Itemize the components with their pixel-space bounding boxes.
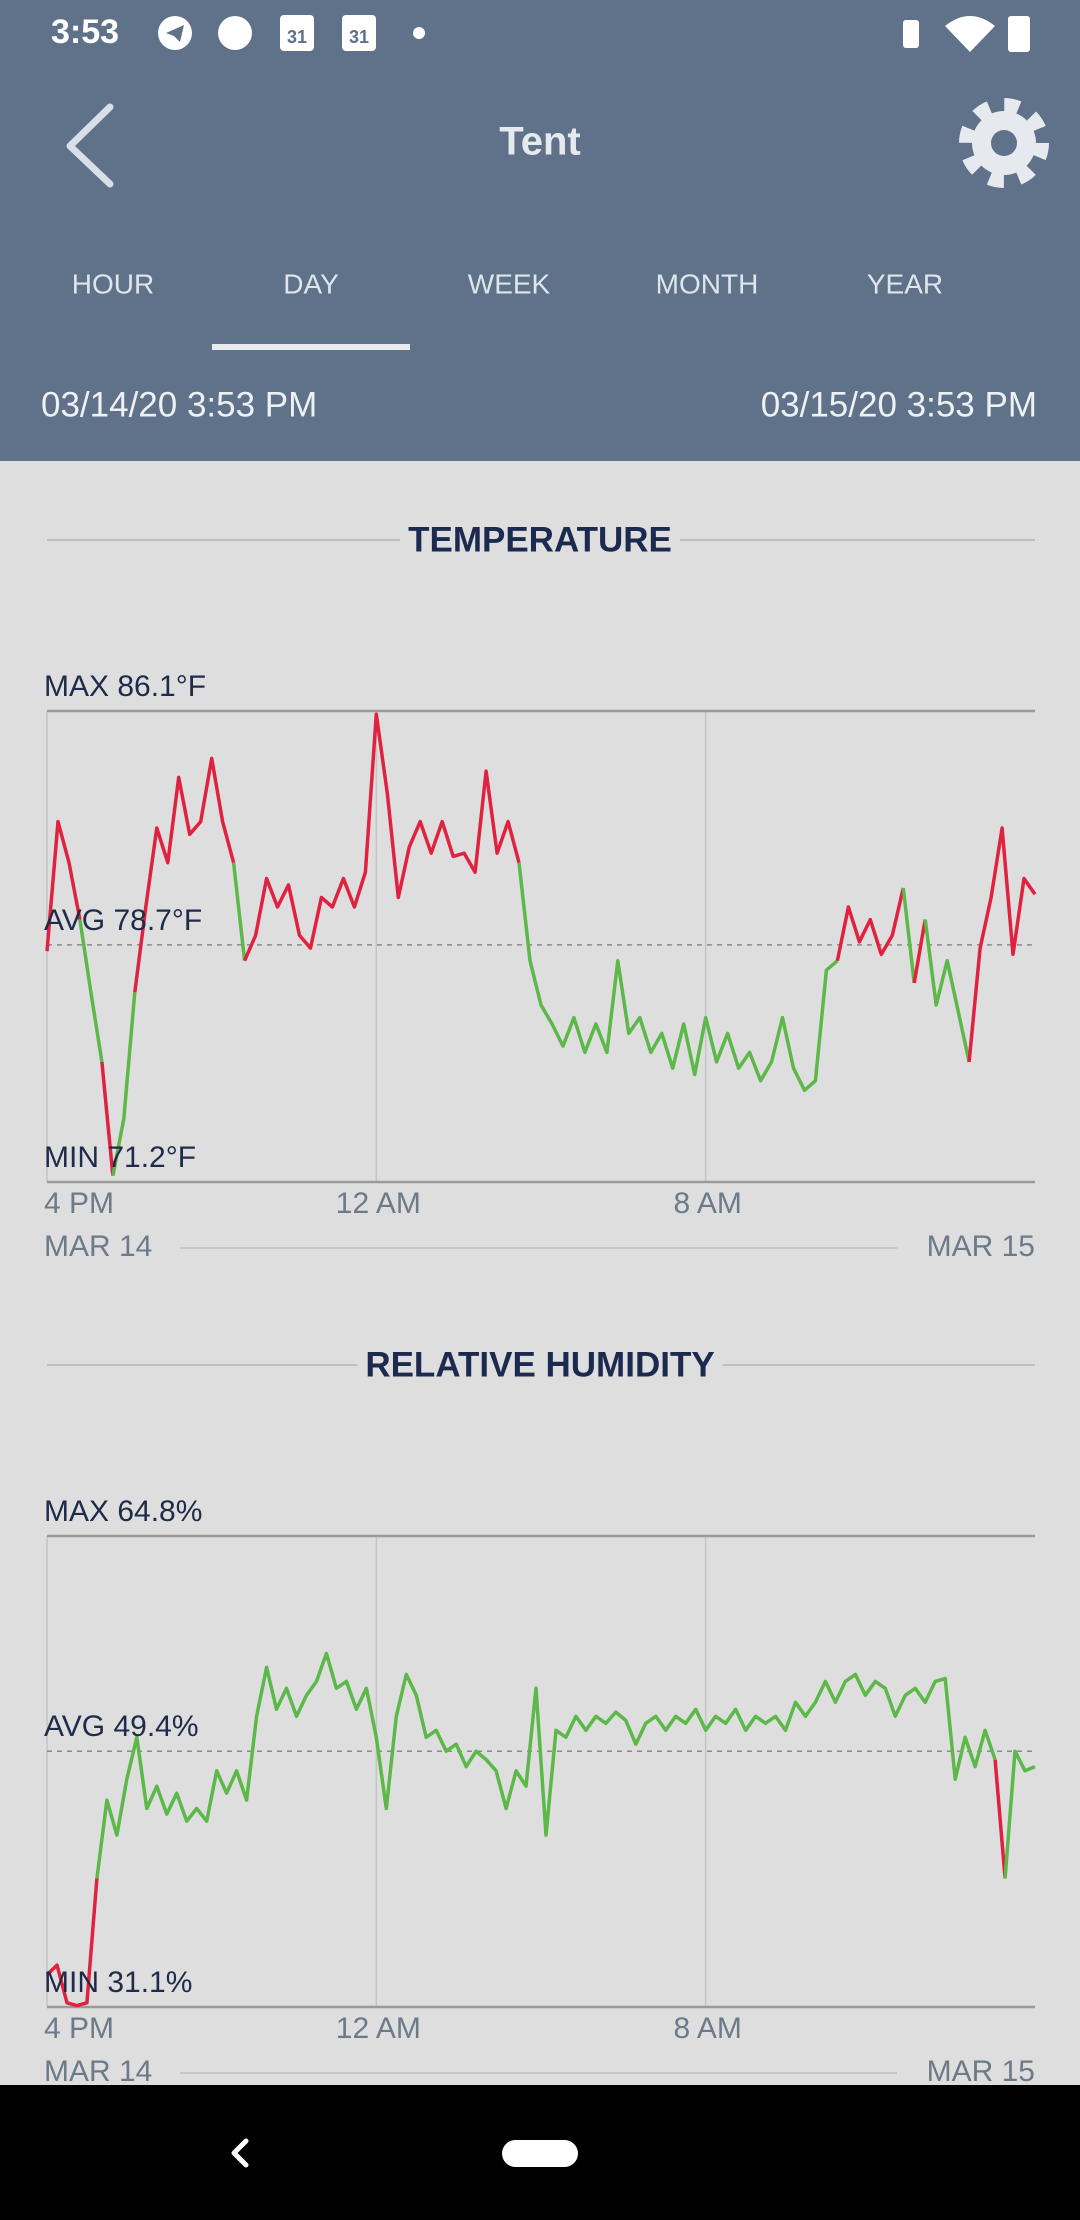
x-tick-label: 8 AM	[673, 2012, 741, 2045]
line-run	[1003, 1749, 1036, 1879]
gear-teeth	[959, 98, 1049, 188]
line-run	[45, 819, 82, 952]
screen-title: Tent	[499, 120, 580, 164]
x-tick-label: 8 AM	[673, 1187, 741, 1220]
vibrate-icon	[903, 20, 919, 48]
date-label: MAR 15	[927, 1230, 1035, 1263]
line-run	[78, 919, 104, 1063]
section-title: RELATIVE HUMIDITY	[365, 1345, 714, 1384]
line-run	[912, 919, 927, 984]
date-label: MAR 14	[44, 1230, 152, 1263]
y-tick-label: MAX 64.8%	[44, 1495, 202, 1528]
section-title: TEMPERATURE	[408, 520, 672, 559]
date-label: MAR 15	[927, 2055, 1035, 2088]
charts: TEMPERATURE MIN 71.2°F AVG 78.7°F MAX 86.1°…	[44, 520, 1037, 2088]
y-tick-label: MAX 86.1°F	[44, 670, 206, 703]
calendar-icon	[342, 15, 376, 51]
tab[interactable]: MONTH	[656, 268, 759, 299]
tab[interactable]: WEEK	[468, 268, 551, 299]
line-run	[111, 992, 137, 1177]
line-run	[95, 1651, 997, 1879]
line-run	[835, 887, 906, 962]
nav-home[interactable]	[502, 2140, 578, 2167]
nav-back[interactable]	[231, 2138, 249, 2168]
tab[interactable]: HOUR	[72, 268, 154, 299]
line-run	[517, 862, 839, 1093]
header-bg	[0, 0, 1080, 461]
y-tick-label: MIN 71.2°F	[44, 1141, 196, 1174]
y-tick-label: AVG 49.4%	[44, 1710, 199, 1743]
battery-icon	[1008, 16, 1030, 52]
line-run	[923, 919, 971, 1063]
notification-dot	[413, 27, 425, 39]
x-tick-label: 12 AM	[336, 2012, 421, 2045]
wifi-icon	[945, 16, 995, 52]
tab[interactable]: DAY	[283, 268, 339, 299]
settings-button[interactable]	[959, 98, 1049, 188]
telegram-glyph	[166, 25, 184, 42]
gear-hole	[991, 130, 1017, 156]
line-run	[901, 887, 916, 984]
line-run	[133, 756, 236, 993]
line-run	[967, 826, 1037, 1063]
tab[interactable]: YEAR	[867, 268, 943, 299]
tab-bar: HOUR DAY WEEK MONTH YEAR	[72, 268, 943, 350]
line-run	[231, 862, 247, 961]
tab-indicator	[212, 344, 410, 350]
calendar-day: 31	[287, 27, 307, 47]
calendar-icon	[280, 15, 314, 51]
status-time: 3:53	[51, 13, 119, 51]
calendar-day: 31	[349, 27, 369, 47]
y-tick-label: AVG 78.7°F	[44, 904, 202, 937]
x-tick-label: 12 AM	[336, 1187, 421, 1220]
line-run	[45, 1878, 99, 2008]
line-run	[993, 1759, 1007, 1879]
app-icon	[218, 16, 252, 50]
range-start: 03/14/20 3:53 PM	[41, 385, 317, 424]
line-run	[242, 712, 521, 962]
back-button[interactable]	[66, 103, 114, 188]
x-tick-label: 4 PM	[44, 2012, 114, 2045]
line-run	[100, 1061, 115, 1176]
range-end: 03/15/20 3:53 PM	[761, 385, 1037, 424]
y-tick-label: MIN 31.1%	[44, 1966, 192, 1999]
date-label: MAR 14	[44, 2055, 152, 2088]
x-tick-label: 4 PM	[44, 1187, 114, 1220]
content-bg	[0, 461, 1080, 2085]
